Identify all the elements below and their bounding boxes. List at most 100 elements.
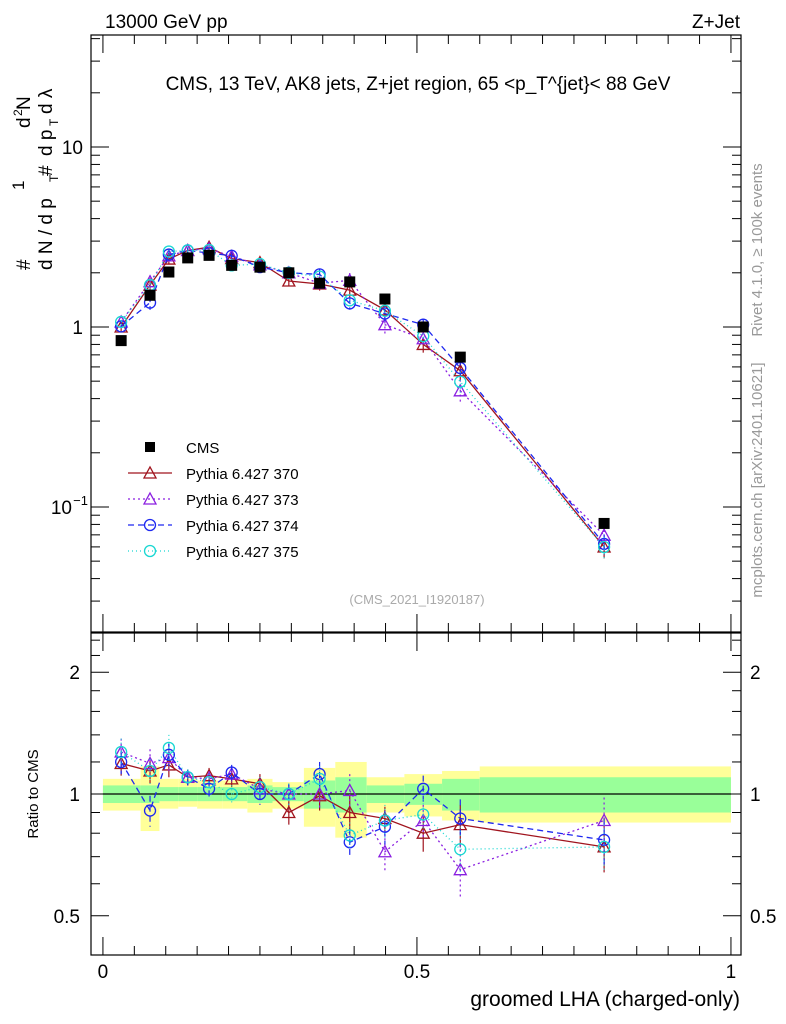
data-point-triangle <box>377 844 393 858</box>
data-point-circle <box>597 540 611 554</box>
data-point-circle <box>454 843 467 856</box>
svg-text:2: 2 <box>11 109 25 116</box>
header-left: 13000 GeV pp <box>105 12 228 33</box>
data-point-circle <box>454 375 467 388</box>
data-point-circle <box>114 745 128 759</box>
legend-label-cms: CMS <box>186 440 219 457</box>
cms-data-point <box>226 259 238 271</box>
data-point-circle <box>225 787 238 801</box>
y-tick-label: 10 <box>62 138 83 159</box>
data-point-circle <box>253 787 267 801</box>
data-point-circle <box>253 780 267 794</box>
data-point-triangle <box>161 750 176 764</box>
y-tick-label: 1 <box>72 318 83 339</box>
data-point-circle <box>378 814 392 827</box>
x-tick-label: 0 <box>98 962 109 983</box>
cms-data-point <box>379 293 391 305</box>
data-point-circle <box>378 304 392 317</box>
data-point-triangle <box>312 786 327 800</box>
ratio-y-tick-label-right: 2 <box>750 663 761 684</box>
data-point-circle <box>162 245 176 258</box>
svg-text:d p: d p <box>36 130 57 156</box>
data-point-triangle <box>416 813 431 827</box>
band-green <box>442 778 480 811</box>
legend-marker <box>142 491 158 505</box>
svg-text:T: T <box>47 174 61 182</box>
rivet-label: Rivet 4.1.0, ≥ 100k events <box>749 163 766 336</box>
x-tick-label: 0.5 <box>404 962 430 983</box>
cms-data-point <box>314 277 326 289</box>
y-tick-label-exponent: −1 <box>73 493 88 508</box>
data-point-circle <box>454 812 467 825</box>
ratio-y-axis-label: Ratio to CMS <box>25 749 42 838</box>
cms-data-point <box>144 289 156 301</box>
cms-data-point <box>454 351 466 363</box>
data-point-triangle <box>342 805 357 819</box>
legend-marker <box>143 544 157 558</box>
data-point-triangle <box>416 331 431 345</box>
main-y-axis-label: # 1 d N / d p T # d 2 N d p T d λ <box>9 88 61 270</box>
legend-label: Pythia 6.427 370 <box>186 466 299 483</box>
chart-title: CMS, 13 TeV, AK8 jets, Z+jet region, 65 … <box>166 74 671 95</box>
x-tick-label: 1 <box>726 962 737 983</box>
data-point-circle <box>417 808 430 821</box>
data-point-circle <box>597 840 611 854</box>
data-point-circle <box>162 748 176 761</box>
data-point-circle <box>202 782 216 795</box>
mcplots-label: mcplots.cern.ch [arXiv:2401.10621] <box>749 362 766 597</box>
svg-text:T: T <box>47 118 61 126</box>
cms-data-point <box>254 261 266 273</box>
cms-data-point <box>163 266 175 278</box>
legend-label: Pythia 6.427 374 <box>186 518 299 535</box>
cms-data-point <box>115 335 127 347</box>
data-point-circle <box>114 315 128 329</box>
data-point-circle <box>114 755 128 769</box>
data-point-triangle <box>281 805 296 819</box>
data-point-circle <box>143 804 157 817</box>
svg-text:d N / d p: d N / d p <box>36 198 57 270</box>
data-point-circle <box>202 775 216 789</box>
data-point-triangle <box>114 756 129 770</box>
data-point-circle <box>282 787 295 801</box>
legend-marker-cms <box>145 442 155 452</box>
data-point-circle <box>162 741 176 755</box>
series-line-3 <box>120 249 605 548</box>
svg-text:N: N <box>14 96 35 110</box>
series-line-0 <box>120 762 605 848</box>
cms-data-point <box>344 276 356 288</box>
data-point-triangle <box>416 825 431 839</box>
svg-text:#: # <box>36 165 57 176</box>
data-point-circle <box>181 771 194 784</box>
data-point-triangle <box>453 383 468 397</box>
data-point-circle <box>343 829 356 842</box>
cms-data-point <box>283 267 295 279</box>
ratio-y-tick-label-left: 2 <box>69 663 80 684</box>
svg-text:d λ: d λ <box>36 88 57 114</box>
data-point-triangle <box>377 317 393 331</box>
svg-text:1: 1 <box>9 181 28 190</box>
data-point-triangle <box>342 783 357 797</box>
data-point-triangle <box>224 771 239 785</box>
main-plot-frame <box>90 34 742 633</box>
x-axis-label: groomed LHA (charged-only) <box>470 988 740 1011</box>
data-point-triangle <box>453 862 468 876</box>
analysis-watermark: (CMS_2021_I1920187) <box>349 592 484 607</box>
data-point-circle <box>417 782 430 795</box>
cms-data-point <box>182 252 194 264</box>
data-point-triangle <box>142 756 158 770</box>
legend-label: Pythia 6.427 375 <box>186 544 299 561</box>
data-point-circle <box>143 764 157 778</box>
data-point-circle <box>343 297 356 310</box>
cms-data-point <box>203 249 215 261</box>
data-point-circle <box>313 772 326 786</box>
ratio-y-tick-label-left: 0.5 <box>54 907 80 928</box>
ratio-y-tick-label-right: 0.5 <box>750 907 776 928</box>
cms-data-point <box>598 517 610 529</box>
data-point-circle <box>225 766 238 779</box>
y-tick-label: 10 <box>51 498 72 519</box>
header-right: Z+Jet <box>692 12 741 33</box>
legend-marker <box>143 518 157 532</box>
ratio-y-tick-label-left: 1 <box>69 785 80 806</box>
svg-text:#: # <box>14 259 35 270</box>
svg-text:d: d <box>14 117 35 128</box>
